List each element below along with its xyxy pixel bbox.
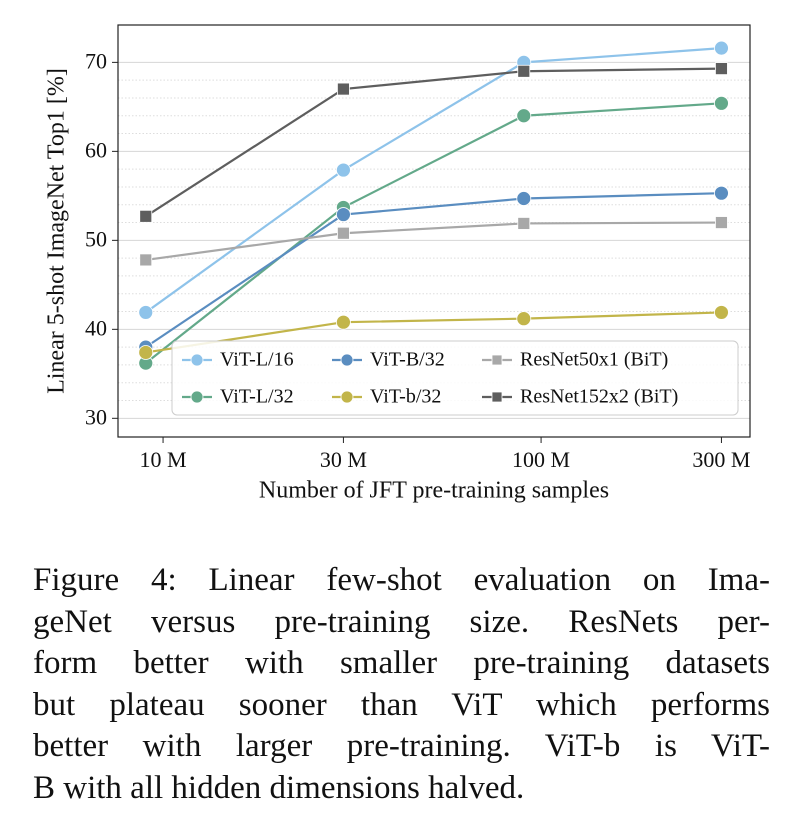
legend-label: ViT-L/16 (220, 349, 294, 371)
marker (516, 191, 532, 206)
y-tick-label: 30 (85, 404, 107, 429)
marker (714, 95, 729, 111)
marker (715, 216, 728, 229)
series-line (145, 192, 722, 349)
caption-line: geNet versus pre-training size. ResNets … (33, 603, 770, 640)
legend-marker (190, 390, 204, 404)
marker (139, 253, 153, 267)
series-line (145, 67, 722, 218)
caption-line: B with all hidden dimensions halved. (33, 769, 525, 806)
x-axis-label: Number of JFT pre-training samples (259, 478, 609, 504)
marker (336, 314, 351, 330)
marker (139, 209, 153, 223)
series-line (145, 311, 722, 354)
y-tick-label: 50 (85, 226, 107, 251)
x-tick-label: 30 M (320, 447, 367, 472)
marker (517, 217, 531, 230)
series-line (145, 47, 722, 314)
marker (714, 40, 729, 56)
legend-marker (340, 390, 354, 404)
plot-frame (117, 24, 751, 438)
marker (336, 207, 351, 222)
caption-line: better with larger pre-training. ViT-b i… (33, 728, 770, 764)
marker (138, 345, 154, 360)
legend-marker (491, 354, 503, 366)
series-line (145, 221, 722, 262)
marker (337, 226, 350, 240)
marker (516, 108, 532, 124)
chart: Linear 5-shot ImageNet Top1 [%] Number o… (44, 24, 751, 504)
marker (714, 185, 729, 201)
legend-label: ViT-L/32 (220, 386, 294, 408)
legend-label: ViT-B/32 (370, 349, 445, 371)
marker (516, 311, 532, 327)
series-line (145, 102, 722, 365)
legend-label: ResNet50x1 (BiT) (520, 349, 668, 371)
marker (517, 64, 531, 78)
y-axis-label: Linear 5-shot ImageNet Top1 [%] (44, 68, 70, 394)
caption-line: form better with smaller pre-training da… (33, 645, 770, 681)
marker (715, 62, 728, 76)
x-tick-label: 100 M (512, 447, 570, 472)
y-tick-label: 70 (85, 48, 107, 73)
caption-line: Figure 4: Linear few-shot evaluation on … (33, 562, 770, 598)
legend-label: ResNet152x2 (BiT) (520, 386, 678, 408)
y-tick-label: 60 (85, 137, 107, 162)
legend-box (171, 340, 739, 416)
legend-marker (190, 353, 204, 367)
x-tick-label: 300 M (692, 447, 750, 472)
y-tick-label: 40 (85, 315, 107, 340)
legend-marker (491, 391, 503, 403)
marker (714, 305, 729, 320)
legend-marker (340, 353, 354, 367)
figure-caption: Figure 4: Linear few-shot evaluation on … (33, 560, 770, 809)
marker (138, 305, 154, 320)
marker (336, 162, 351, 178)
legend-label: ViT-b/32 (370, 386, 441, 408)
caption-line: but plateau sooner than ViT which perfor… (33, 686, 770, 723)
marker (337, 82, 350, 96)
x-tick-label: 10 M (140, 447, 187, 472)
